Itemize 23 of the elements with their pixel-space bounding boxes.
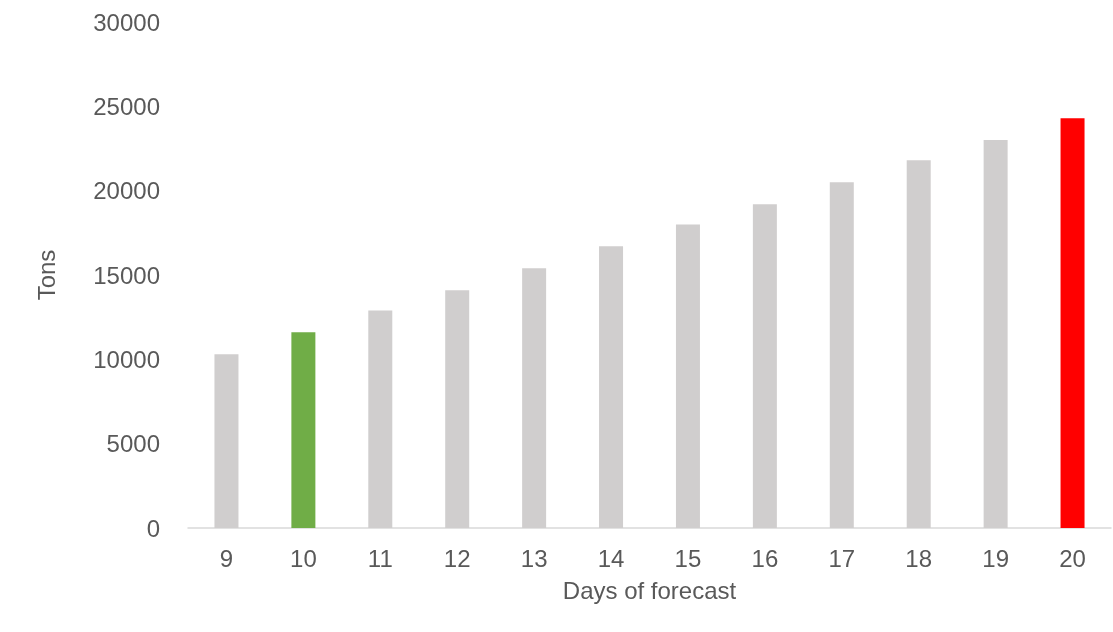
y-tick-label: 0: [146, 514, 160, 542]
x-tick-label: 13: [520, 544, 548, 572]
bar: [291, 332, 316, 528]
x-tick-label: 20: [1059, 544, 1086, 572]
x-tick-label: 19: [982, 544, 1009, 572]
x-tick-label: 16: [751, 544, 779, 572]
y-axis-title: Tons: [32, 249, 60, 301]
x-tick-label: 14: [597, 544, 625, 572]
x-tick-label: 10: [290, 544, 317, 572]
y-tick-label: 5000: [106, 430, 160, 458]
y-tick-label: 15000: [93, 261, 160, 289]
x-tick-label: 12: [443, 544, 471, 572]
x-tick-label: 9: [219, 544, 234, 572]
x-tick-label: 11: [367, 544, 393, 572]
y-tick-label: 25000: [93, 92, 160, 120]
bar: [1060, 118, 1085, 528]
y-tick-label: 10000: [93, 345, 160, 373]
x-axis-title: Days of forecast: [562, 576, 737, 604]
y-tick-label: 20000: [93, 177, 160, 205]
y-tick-label: 30000: [93, 8, 160, 36]
x-tick-label: 17: [828, 544, 856, 572]
x-tick-label: 15: [674, 544, 702, 572]
x-tick-label: 18: [905, 544, 933, 572]
